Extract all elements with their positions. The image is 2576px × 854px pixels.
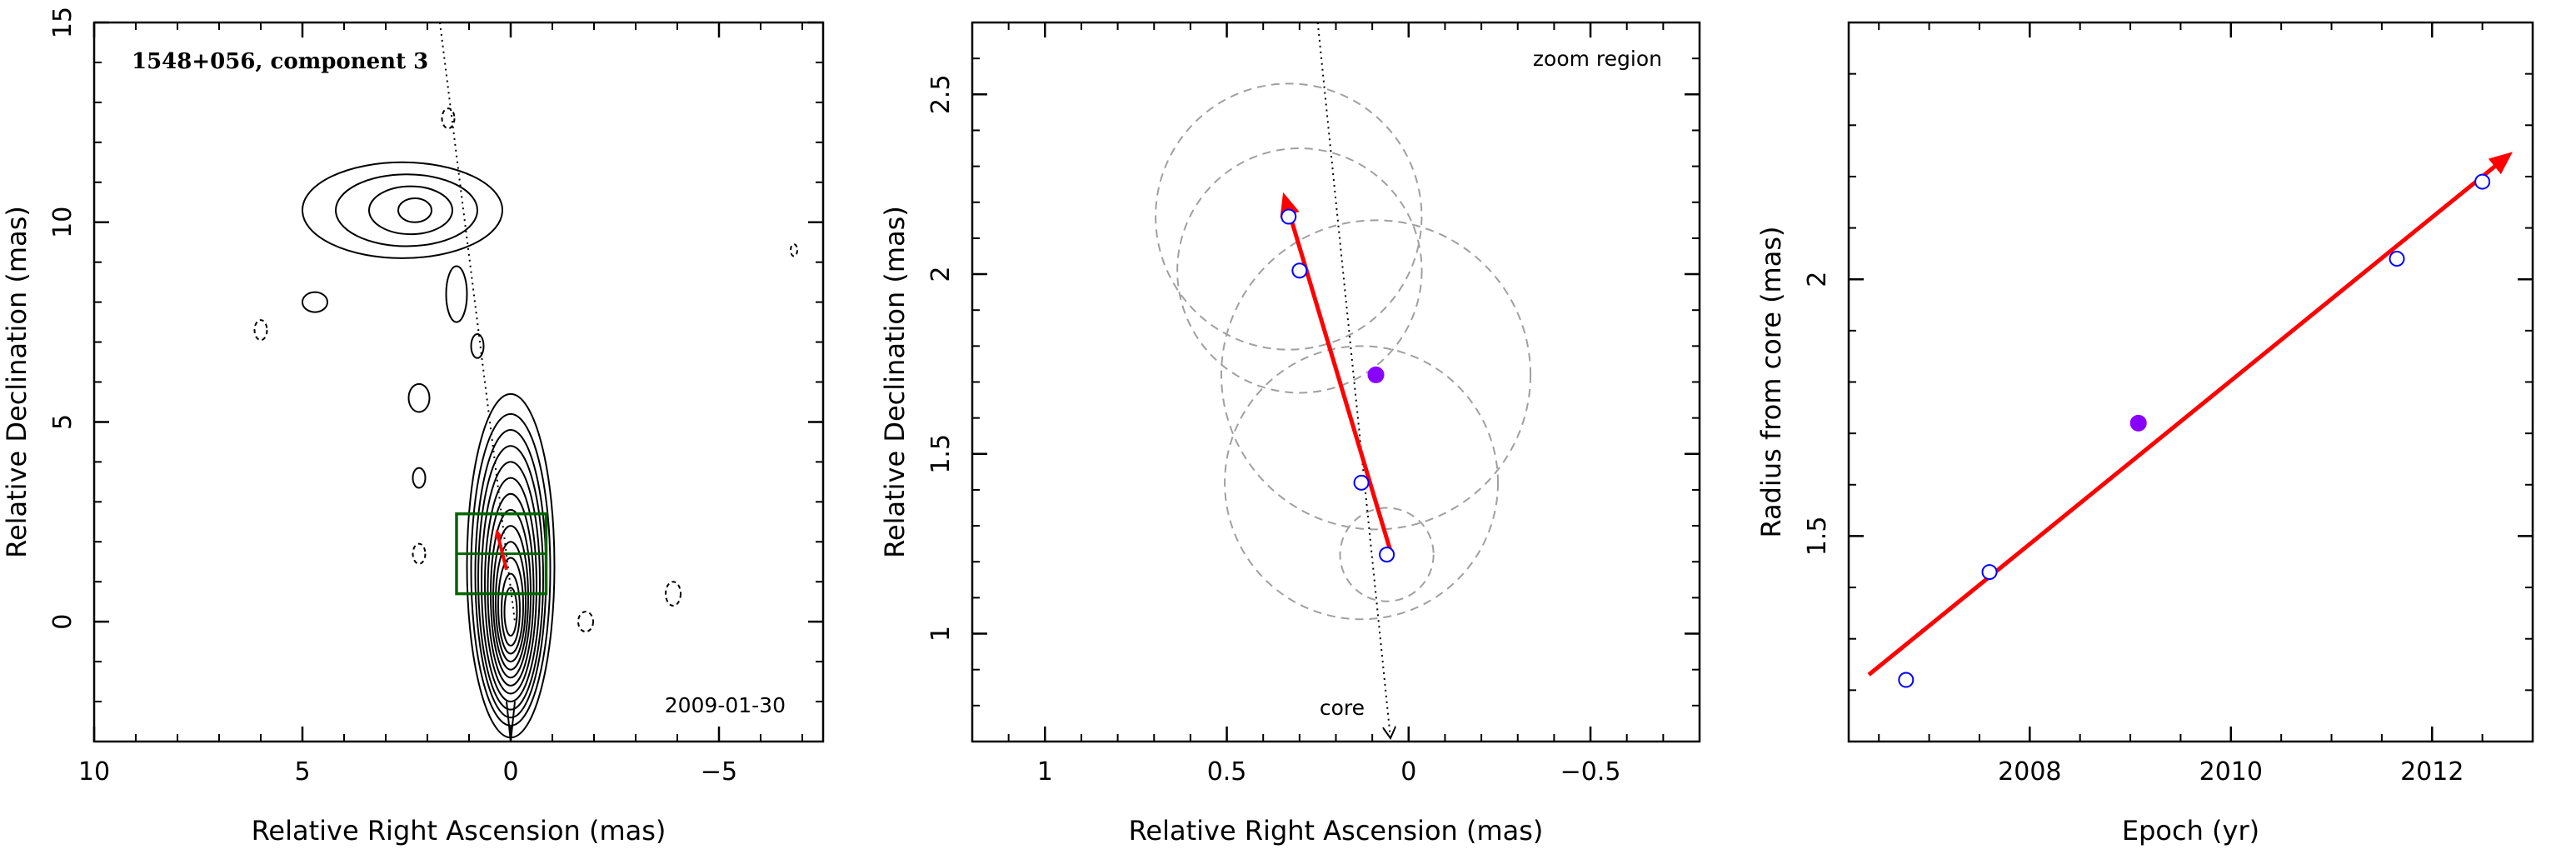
x-tick-label: 5 bbox=[294, 757, 310, 787]
core-contour bbox=[481, 461, 541, 703]
y-tick-label: 1 bbox=[926, 626, 956, 642]
negative-contour bbox=[665, 581, 681, 607]
y-tick-label: 5 bbox=[48, 414, 77, 430]
position-error-circle bbox=[1339, 507, 1435, 602]
jet-contour bbox=[335, 173, 478, 247]
negative-contour bbox=[790, 243, 798, 257]
core-contour bbox=[470, 412, 552, 727]
x-tick-label: −5 bbox=[701, 757, 737, 787]
jet-contour bbox=[407, 382, 431, 413]
core-contour bbox=[497, 557, 524, 655]
core-contour bbox=[487, 492, 535, 687]
core-contour bbox=[477, 445, 544, 711]
zoom-region-y-axis-label: Relative Declination (mas) bbox=[879, 206, 911, 558]
linear-fit-arrow bbox=[1867, 152, 2514, 677]
source-component-label: 1548+056, component 3 bbox=[132, 49, 428, 74]
position-error-circle bbox=[1176, 147, 1423, 394]
zoom-region-panel: 1 0.5 0 −0.5 1 1.5 2 2.5 zoom region core Relat… bbox=[879, 21, 1701, 847]
jet-contour bbox=[445, 265, 468, 323]
zoom-region-x-axis-label: Relative Right Ascension (mas) bbox=[1129, 815, 1544, 847]
y-tick-label: 0 bbox=[48, 614, 77, 630]
y-tick-label: 15 bbox=[48, 7, 77, 38]
y-tick-label: 2 bbox=[1803, 272, 1832, 287]
radius-point bbox=[2389, 251, 2405, 267]
x-tick-label: 2012 bbox=[2400, 757, 2464, 787]
jet-contour bbox=[412, 467, 427, 489]
x-tick-label: 2008 bbox=[1998, 757, 2061, 787]
core-contour bbox=[484, 477, 537, 695]
core-contour bbox=[495, 541, 527, 663]
x-tick-label: 0.5 bbox=[1207, 757, 1247, 787]
position-error-circle bbox=[1224, 345, 1500, 621]
core-contour bbox=[503, 587, 518, 637]
negative-contour bbox=[412, 542, 427, 565]
y-tick-label: 2 bbox=[926, 267, 956, 282]
negative-contour bbox=[577, 611, 594, 633]
component-position-point bbox=[1379, 547, 1395, 563]
radius-epoch-content bbox=[1867, 152, 2514, 688]
radius-point bbox=[1981, 564, 1998, 581]
zoom-region-frame bbox=[971, 21, 1701, 743]
contour-map-ticks: 10 5 0 −5 0 5 10 15 bbox=[48, 7, 823, 787]
zoom-region-ticks: 1 0.5 0 −0.5 1 1.5 2 2.5 bbox=[926, 22, 1700, 787]
jet-contour bbox=[302, 291, 328, 313]
jet-contour bbox=[470, 332, 485, 359]
component-position-point bbox=[1291, 262, 1308, 279]
contour-map-content bbox=[253, 22, 798, 742]
core-contour bbox=[501, 572, 521, 647]
radius-epoch-panel: 2008 2010 2012 1.5 2 Epoch (yr) Radius from … bbox=[1755, 21, 2534, 847]
y-tick-label: 1.5 bbox=[1803, 517, 1832, 557]
epoch-label: 2009-01-30 bbox=[665, 693, 786, 717]
contour-map-y-axis-label: Relative Declination (mas) bbox=[1, 206, 32, 558]
position-error-circle bbox=[1155, 82, 1423, 351]
y-tick-label: 1.5 bbox=[926, 434, 956, 474]
component-position-point bbox=[1353, 474, 1370, 491]
jet-contour bbox=[302, 161, 503, 259]
x-tick-label: −0.5 bbox=[1560, 757, 1621, 787]
reference-radius-point bbox=[2129, 414, 2147, 432]
ridge-line bbox=[439, 22, 516, 622]
core-label: core bbox=[1320, 696, 1365, 720]
position-error-circle bbox=[1220, 219, 1532, 531]
zoom-region-content bbox=[1155, 22, 1532, 738]
x-tick-label: 0 bbox=[1400, 757, 1416, 787]
core-contour bbox=[492, 525, 529, 671]
component-position-point bbox=[1281, 208, 1297, 225]
radius-epoch-frame bbox=[1847, 21, 2534, 743]
x-tick-label: 1 bbox=[1037, 757, 1053, 787]
reference-epoch-point bbox=[1367, 366, 1385, 383]
x-tick-label: 2010 bbox=[2199, 757, 2263, 787]
negative-contour bbox=[253, 319, 268, 342]
x-tick-label: 0 bbox=[502, 757, 518, 787]
jet-contour bbox=[368, 185, 453, 236]
radius-epoch-x-axis-label: Epoch (yr) bbox=[2122, 815, 2259, 847]
contour-map-frame bbox=[92, 21, 825, 743]
radius-point bbox=[2474, 173, 2491, 190]
velocity-arrow bbox=[1280, 192, 1393, 552]
contour-map-x-axis-label: Relative Right Ascension (mas) bbox=[252, 815, 666, 847]
jet-contour bbox=[397, 197, 432, 223]
radius-point bbox=[1898, 672, 1915, 688]
x-tick-label: 10 bbox=[78, 757, 110, 787]
contour-map-panel: 10 5 0 −5 0 5 10 15 1548+056, component 3 2009-… bbox=[1, 7, 825, 847]
negative-contour bbox=[441, 107, 456, 130]
y-tick-label: 10 bbox=[48, 207, 77, 238]
radius-epoch-ticks: 2008 2010 2012 1.5 2 bbox=[1803, 22, 2534, 787]
y-tick-label: 2.5 bbox=[926, 74, 956, 114]
radius-epoch-y-axis-label: Radius from core (mas) bbox=[1755, 226, 1787, 537]
zoom-region-label: zoom region bbox=[1533, 47, 1662, 71]
velocity-arrow bbox=[494, 529, 508, 571]
